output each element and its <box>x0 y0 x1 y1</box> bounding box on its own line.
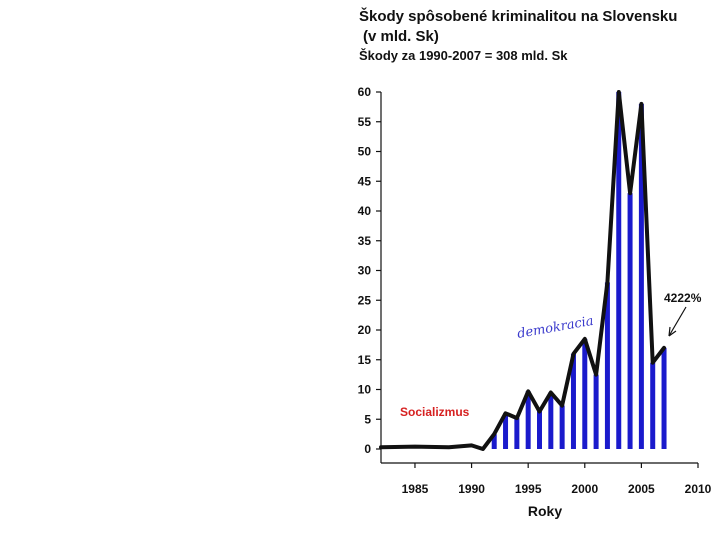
bar-1997 <box>548 392 554 449</box>
bar-1996 <box>537 411 542 449</box>
y-tick-label-45: 45 <box>358 174 372 188</box>
y-tick-label-40: 40 <box>358 204 372 218</box>
line-layer <box>379 90 666 451</box>
x-tick-label-1995: 1995 <box>515 482 542 496</box>
bar-1992 <box>491 434 497 449</box>
y-tick-label-0: 0 <box>364 442 371 456</box>
handwritten-annotation: demokracia <box>516 314 595 342</box>
x-tick-label-2005: 2005 <box>628 482 655 496</box>
y-tick-label-60: 60 <box>358 85 372 99</box>
x-tick-label-2010: 2010 <box>685 482 712 496</box>
x-tick-label-2000: 2000 <box>571 482 598 496</box>
y-tick-label-25: 25 <box>358 293 372 307</box>
socialism-annotation: Socializmus <box>400 405 470 419</box>
chart-title-unit: (v mld. Sk) <box>363 28 439 45</box>
x-axis-title: Roky <box>528 503 562 519</box>
y-tick-label-50: 50 <box>358 145 372 159</box>
y-tick-label-35: 35 <box>358 234 372 248</box>
axes-layer <box>376 91 699 468</box>
y-tick-label-55: 55 <box>358 115 372 129</box>
y-tick-label-30: 30 <box>358 264 372 278</box>
y-tick-label-20: 20 <box>358 323 372 337</box>
bar-1995 <box>525 391 531 449</box>
bar-1999 <box>570 353 576 449</box>
bars-layer <box>491 92 667 450</box>
chart-subtitle: Škody za 1990-2007 = 308 mld. Sk <box>359 48 568 63</box>
percent-arrow-line <box>668 306 687 337</box>
bar-1993 <box>503 413 509 449</box>
percent-annotation: 4222% <box>664 291 702 305</box>
y-tick-label-15: 15 <box>358 353 372 367</box>
x-tick-label-1990: 1990 <box>458 482 485 496</box>
ticks-layer: 0 5 10 15 20 25 30 35 40 45 50 55 60 1985 1990 1995 2000… <box>358 85 712 496</box>
bar-2000 <box>582 338 588 449</box>
bar-2005 <box>638 103 644 450</box>
bar-1994 <box>514 418 520 449</box>
bar-1998 <box>559 405 565 449</box>
y-tick-label-5: 5 <box>364 412 371 426</box>
damage-line-series <box>379 90 666 451</box>
bar-2001 <box>593 374 599 449</box>
bar-2004 <box>627 193 633 449</box>
x-tick-label-1985: 1985 <box>402 482 429 496</box>
y-tick-label-10: 10 <box>358 383 372 397</box>
bar-2003 <box>616 92 622 449</box>
bar-2007 <box>661 347 667 449</box>
chart-title: Škody spôsobené kriminalitou na Slovensk… <box>359 8 678 25</box>
bar-2006 <box>650 362 656 449</box>
percent-arrow-head <box>668 326 677 337</box>
bar-2002 <box>604 282 610 449</box>
